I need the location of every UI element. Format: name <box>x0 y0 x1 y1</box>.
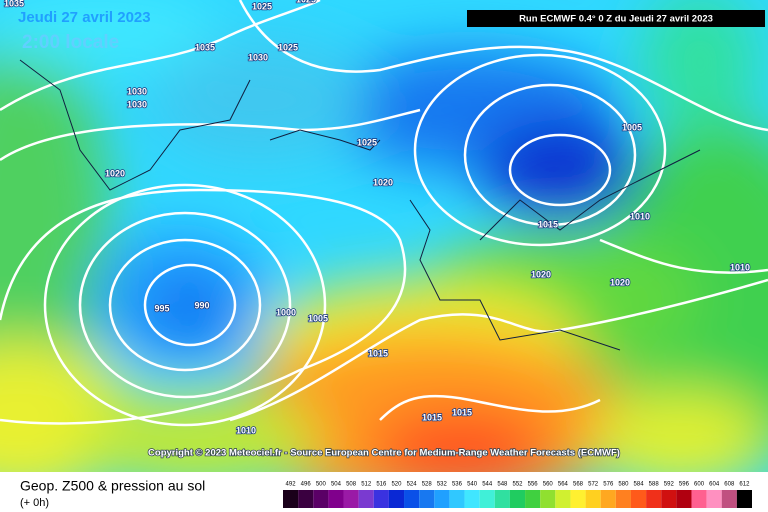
isobar-label: 995 <box>154 303 169 313</box>
scale-label: 528 <box>422 482 433 488</box>
scale-label: 544 <box>482 482 493 488</box>
scale-cell <box>570 490 586 508</box>
scale-cell <box>404 490 420 508</box>
scale-label: 572 <box>588 482 599 488</box>
scale-label: 496 <box>301 482 312 488</box>
scale-label: 600 <box>694 482 705 488</box>
isobar-label: 1010 <box>730 262 750 272</box>
scale-cell <box>373 490 389 508</box>
scale-label: 512 <box>361 482 372 488</box>
scale-label: 560 <box>543 482 554 488</box>
run-title: Run ECMWF 0.4° 0 Z du Jeudi 27 avril 202… <box>519 14 713 25</box>
date: Jeudi 27 avril 2023 <box>18 9 151 26</box>
scale-label: 540 <box>467 482 478 488</box>
scale-label: 552 <box>512 482 523 488</box>
coastlines <box>19 59 701 351</box>
isobar-label: 1035 <box>195 42 215 52</box>
scale-label: 524 <box>407 482 418 488</box>
scale-cell <box>540 490 556 508</box>
isobar-label: 1025 <box>357 137 377 147</box>
time: 2:00 locale <box>22 32 119 53</box>
scale-cell <box>525 490 541 508</box>
run-box <box>467 10 765 27</box>
isobar-label: 1010 <box>236 425 256 435</box>
isobar-label: 1000 <box>276 307 296 317</box>
legend-title: Geop. Z500 & pression au sol <box>20 478 205 494</box>
scale-cell <box>328 490 344 508</box>
scale-cell <box>706 490 722 508</box>
scale-cell <box>600 490 616 508</box>
scale-cell <box>419 490 435 508</box>
scale-label: 520 <box>391 482 402 488</box>
scale-cell <box>388 490 405 508</box>
isobar-label: 1025 <box>296 0 316 4</box>
scale-label: 608 <box>724 482 735 488</box>
scale-label: 580 <box>618 482 629 488</box>
scale-label: 492 <box>286 482 297 488</box>
isobar-label: 1015 <box>422 412 442 422</box>
scale-cell <box>509 490 526 508</box>
isobar-label: 1020 <box>373 177 393 187</box>
scale-cell <box>449 490 465 508</box>
copyright: Copyright © 2023 Meteociel.fr - Source E… <box>148 448 620 459</box>
scale-label: 532 <box>437 482 448 488</box>
scale-label: 508 <box>346 482 357 488</box>
scale-label: 500 <box>316 482 327 488</box>
scale-cell <box>358 490 374 508</box>
scale-cell <box>721 490 737 508</box>
scale-cell <box>646 490 662 508</box>
scale-label: 516 <box>376 482 387 488</box>
isobar-label: 1005 <box>308 313 328 323</box>
scale-cell <box>298 490 314 508</box>
scale-label: 504 <box>331 482 342 488</box>
isobar-label: 1020 <box>105 168 125 178</box>
scale-label: 604 <box>709 482 720 488</box>
isobar-label: 1010 <box>630 211 650 221</box>
scale-label: 592 <box>664 482 675 488</box>
scale-cell <box>313 490 329 508</box>
scale-cell <box>676 490 692 508</box>
scale-label: 612 <box>739 482 750 488</box>
isobar-label: 1030 <box>248 52 268 62</box>
isobar-label: 1025 <box>278 42 298 52</box>
isobar-label: 1030 <box>127 86 147 96</box>
scale-label: 548 <box>497 482 508 488</box>
isobar-label: 1015 <box>368 348 388 358</box>
scale-cell <box>585 490 601 508</box>
scale-cell <box>479 490 495 508</box>
legend-step: (+ 0h) <box>20 497 49 509</box>
isobar-label: 1015 <box>538 219 558 229</box>
scale-cell <box>283 490 299 508</box>
scale-cell <box>691 490 707 508</box>
scale-label: 536 <box>452 482 463 488</box>
isobar-label: 1005 <box>622 122 642 132</box>
isobar-label: 1035 <box>4 0 24 8</box>
scale-label: 556 <box>528 482 539 488</box>
scale-cell <box>555 490 571 508</box>
scale-label: 564 <box>558 482 569 488</box>
scale-cell <box>615 490 631 508</box>
scale-label: 568 <box>573 482 584 488</box>
scale-cell <box>464 490 480 508</box>
isobar-label: 990 <box>194 300 209 310</box>
scale-cell <box>630 490 647 508</box>
scale-label: 584 <box>634 482 645 488</box>
scale-label: 596 <box>679 482 690 488</box>
scale-cell <box>343 490 359 508</box>
scale-label: 588 <box>649 482 660 488</box>
scale-label: 576 <box>603 482 614 488</box>
isobar-label: 1020 <box>531 269 551 279</box>
isobar-label: 1025 <box>252 1 272 11</box>
scale-cell <box>434 490 450 508</box>
scale-cell <box>736 490 752 508</box>
isobar-label: 1015 <box>452 407 472 417</box>
scale-cell <box>661 490 677 508</box>
isobar-label: 1020 <box>610 277 630 287</box>
scale-cell <box>494 490 510 508</box>
isobars <box>0 0 768 427</box>
isobar-label: 1030 <box>127 99 147 109</box>
